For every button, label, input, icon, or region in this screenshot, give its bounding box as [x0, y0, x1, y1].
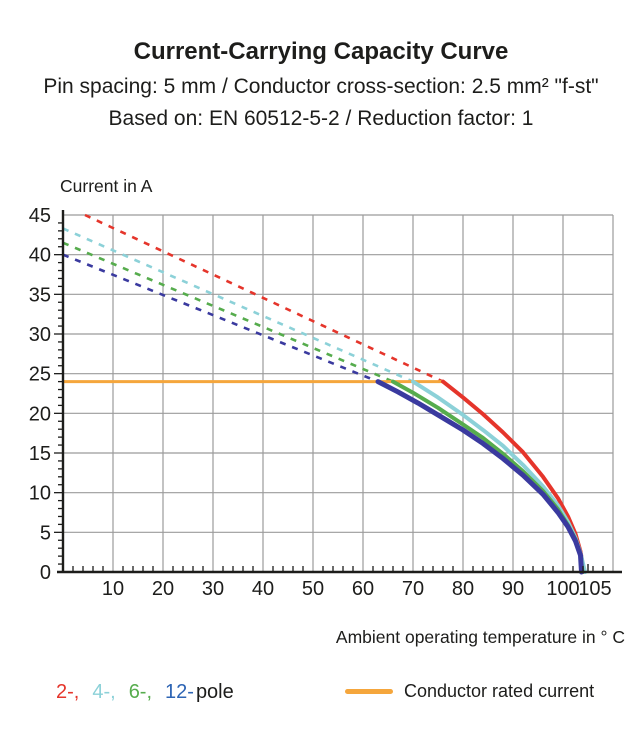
y-tick-label: 30	[29, 324, 51, 346]
x-tick-label: 90	[502, 578, 524, 600]
y-tick-label: 0	[40, 562, 51, 584]
x-tick-label: 60	[352, 578, 374, 600]
dashed-line-2-pole	[84, 213, 444, 383]
y-axis-title: Current in A	[60, 176, 153, 196]
capacity-chart-svg: 0 5 10 15 20 25 30 35 40 45 10 20 30 40 50 60 70 80 90 1001…	[29, 205, 622, 600]
y-tick-label: 20	[29, 403, 51, 425]
dashed-line-12-pole	[62, 253, 379, 383]
legend-pole-suffix: pole	[195, 681, 234, 703]
legend: 2-, 4-, 6-, 12- pole Conductor rated current	[0, 681, 642, 707]
x-tick-label: 100	[546, 578, 579, 600]
subtitle-standard: Based on: EN 60512-5-2 / Reduction facto…	[108, 107, 534, 130]
capacity-curve-6-pole	[391, 379, 585, 574]
y-tick-label: 45	[29, 205, 51, 227]
rated-current-label: Conductor rated current	[404, 681, 595, 701]
y-tick-label: 15	[29, 443, 51, 465]
x-tick-label: 70	[402, 578, 424, 600]
y-tick-label: 35	[29, 284, 51, 306]
legend-rated-current: Conductor rated current	[345, 681, 594, 702]
y-tick-label: 5	[40, 522, 51, 544]
page-title: Current-Carrying Capacity Curve	[133, 38, 509, 65]
x-tick-label: 20	[152, 578, 174, 600]
subtitle-pin-spacing: Pin spacing: 5 mm / Conductor cross-sect…	[43, 75, 599, 98]
legend-poles: 2-, 4-, 6-, 12- pole	[56, 681, 234, 704]
x-axis-title: Ambient operating temperature in ° C	[335, 627, 625, 647]
dashed-line-4-pole	[62, 227, 414, 383]
legend-item-4-pole: 4-,	[92, 681, 116, 703]
x-tick-label: 50	[302, 578, 324, 600]
x-tick-label: 80	[452, 578, 474, 600]
x-tick-label: 105	[578, 578, 611, 600]
legend-item-2-pole: 2-,	[56, 681, 80, 703]
y-tick-label: 10	[29, 483, 51, 505]
y-tick-label: 40	[29, 245, 51, 267]
capacity-curve-12-pole	[375, 379, 584, 575]
legend-item-12-pole: 12-	[165, 681, 194, 703]
x-tick-label: 40	[252, 578, 274, 600]
legend-item-6-pole: 6-,	[128, 681, 153, 703]
x-tick-label: 10	[102, 578, 124, 600]
x-tick-label: 30	[202, 578, 224, 600]
rated-current-line-swatch	[345, 689, 393, 694]
y-tick-label: 25	[29, 364, 51, 386]
